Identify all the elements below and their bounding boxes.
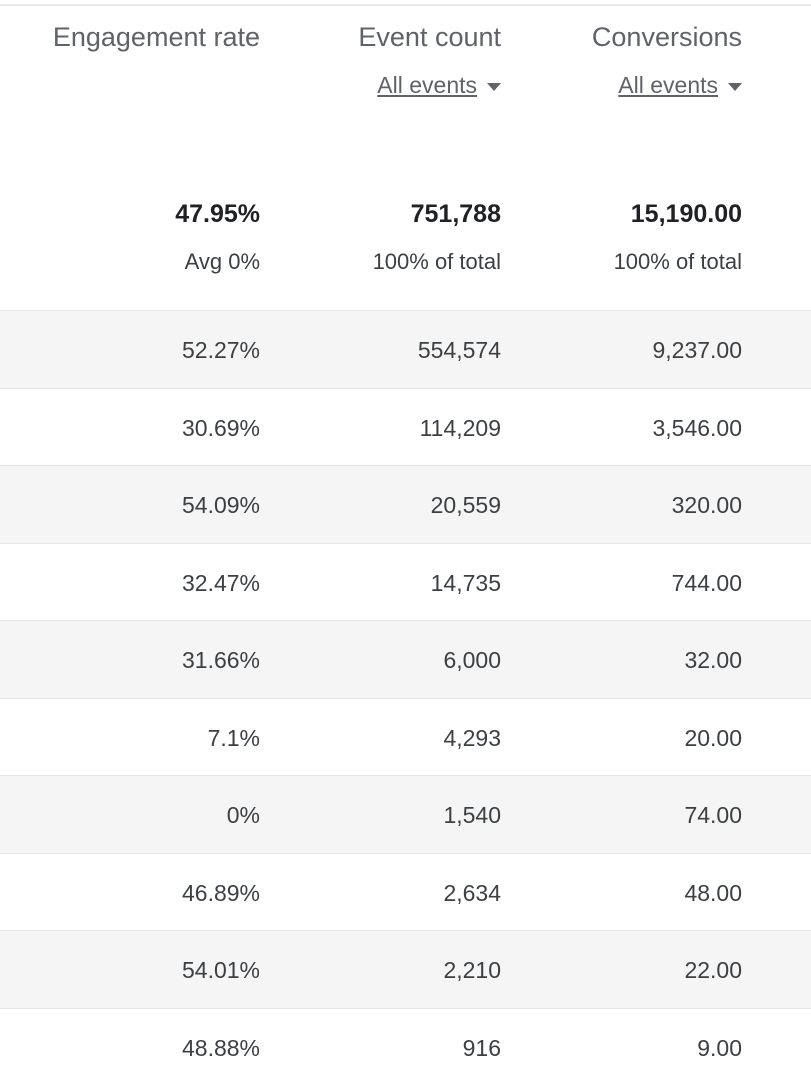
header-engagement-rate[interactable]: Engagement rate bbox=[53, 22, 260, 53]
engagement-rate-cell: 48.88% bbox=[182, 1035, 260, 1062]
total-event-count: 751,788 bbox=[411, 200, 501, 229]
total-engagement-rate: 47.95% bbox=[175, 200, 260, 229]
conversions-cell: 22.00 bbox=[684, 957, 742, 984]
total-conversions: 15,190.00 bbox=[631, 200, 742, 229]
table-row: 31.66% 6,000 32.00 bbox=[0, 620, 811, 698]
event-count-cell: 14,735 bbox=[431, 570, 501, 597]
engagement-rate-cell: 31.66% bbox=[182, 647, 260, 674]
engagement-rate-cell: 54.09% bbox=[182, 492, 260, 519]
event-count-cell: 554,574 bbox=[418, 337, 501, 364]
event-count-cell: 6,000 bbox=[443, 647, 501, 674]
event-count-cell: 1,540 bbox=[443, 802, 501, 829]
conversions-cell: 32.00 bbox=[684, 647, 742, 674]
table-row: 0% 1,540 74.00 bbox=[0, 775, 811, 853]
table-row: 46.89% 2,634 48.00 bbox=[0, 853, 811, 931]
conversions-cell: 9.00 bbox=[697, 1035, 742, 1062]
table-body: 52.27% 554,574 9,237.00 30.69% 114,209 3,546.… bbox=[0, 310, 811, 1085]
conversions-cell: 74.00 bbox=[684, 802, 742, 829]
conversions-cell: 3,546.00 bbox=[652, 415, 742, 442]
event-count-cell: 114,209 bbox=[420, 415, 501, 442]
table-row: 48.88% 916 9.00 bbox=[0, 1008, 811, 1085]
dropdown-caret-icon bbox=[728, 83, 742, 91]
selector-label: All events bbox=[618, 72, 718, 98]
total-conversions-sub: 100% of total bbox=[614, 249, 742, 275]
engagement-rate-cell: 0% bbox=[227, 802, 260, 829]
event-count-cell: 916 bbox=[463, 1035, 501, 1062]
header-event-count[interactable]: Event count bbox=[358, 22, 501, 53]
table-row: 30.69% 114,209 3,546.00 bbox=[0, 388, 811, 466]
header-conversions[interactable]: Conversions bbox=[592, 22, 742, 53]
conversions-cell: 744.00 bbox=[672, 570, 742, 597]
engagement-rate-cell: 30.69% bbox=[182, 415, 260, 442]
engagement-rate-cell: 32.47% bbox=[182, 570, 260, 597]
total-event-count-sub: 100% of total bbox=[373, 249, 501, 275]
event-count-cell: 2,210 bbox=[443, 957, 501, 984]
total-engagement-rate-sub: Avg 0% bbox=[185, 249, 260, 275]
top-divider bbox=[0, 4, 811, 6]
selector-label: All events bbox=[377, 72, 477, 98]
event-count-cell: 4,293 bbox=[443, 725, 501, 752]
conversions-cell: 9,237.00 bbox=[652, 337, 742, 364]
table-row: 7.1% 4,293 20.00 bbox=[0, 698, 811, 776]
conversions-event-selector[interactable]: All events bbox=[618, 72, 742, 99]
engagement-rate-cell: 7.1% bbox=[208, 725, 260, 752]
conversions-cell: 320.00 bbox=[672, 492, 742, 519]
event-count-cell: 2,634 bbox=[443, 880, 501, 907]
table-row: 32.47% 14,735 744.00 bbox=[0, 543, 811, 621]
engagement-rate-cell: 46.89% bbox=[182, 880, 260, 907]
event-count-cell: 20,559 bbox=[431, 492, 501, 519]
conversions-cell: 20.00 bbox=[684, 725, 742, 752]
table-row: 54.09% 20,559 320.00 bbox=[0, 465, 811, 543]
conversions-cell: 48.00 bbox=[684, 880, 742, 907]
table-row: 52.27% 554,574 9,237.00 bbox=[0, 310, 811, 388]
engagement-rate-cell: 54.01% bbox=[182, 957, 260, 984]
event-count-event-selector[interactable]: All events bbox=[377, 72, 501, 99]
table-row: 54.01% 2,210 22.00 bbox=[0, 930, 811, 1008]
engagement-rate-cell: 52.27% bbox=[182, 337, 260, 364]
dropdown-caret-icon bbox=[487, 83, 501, 91]
